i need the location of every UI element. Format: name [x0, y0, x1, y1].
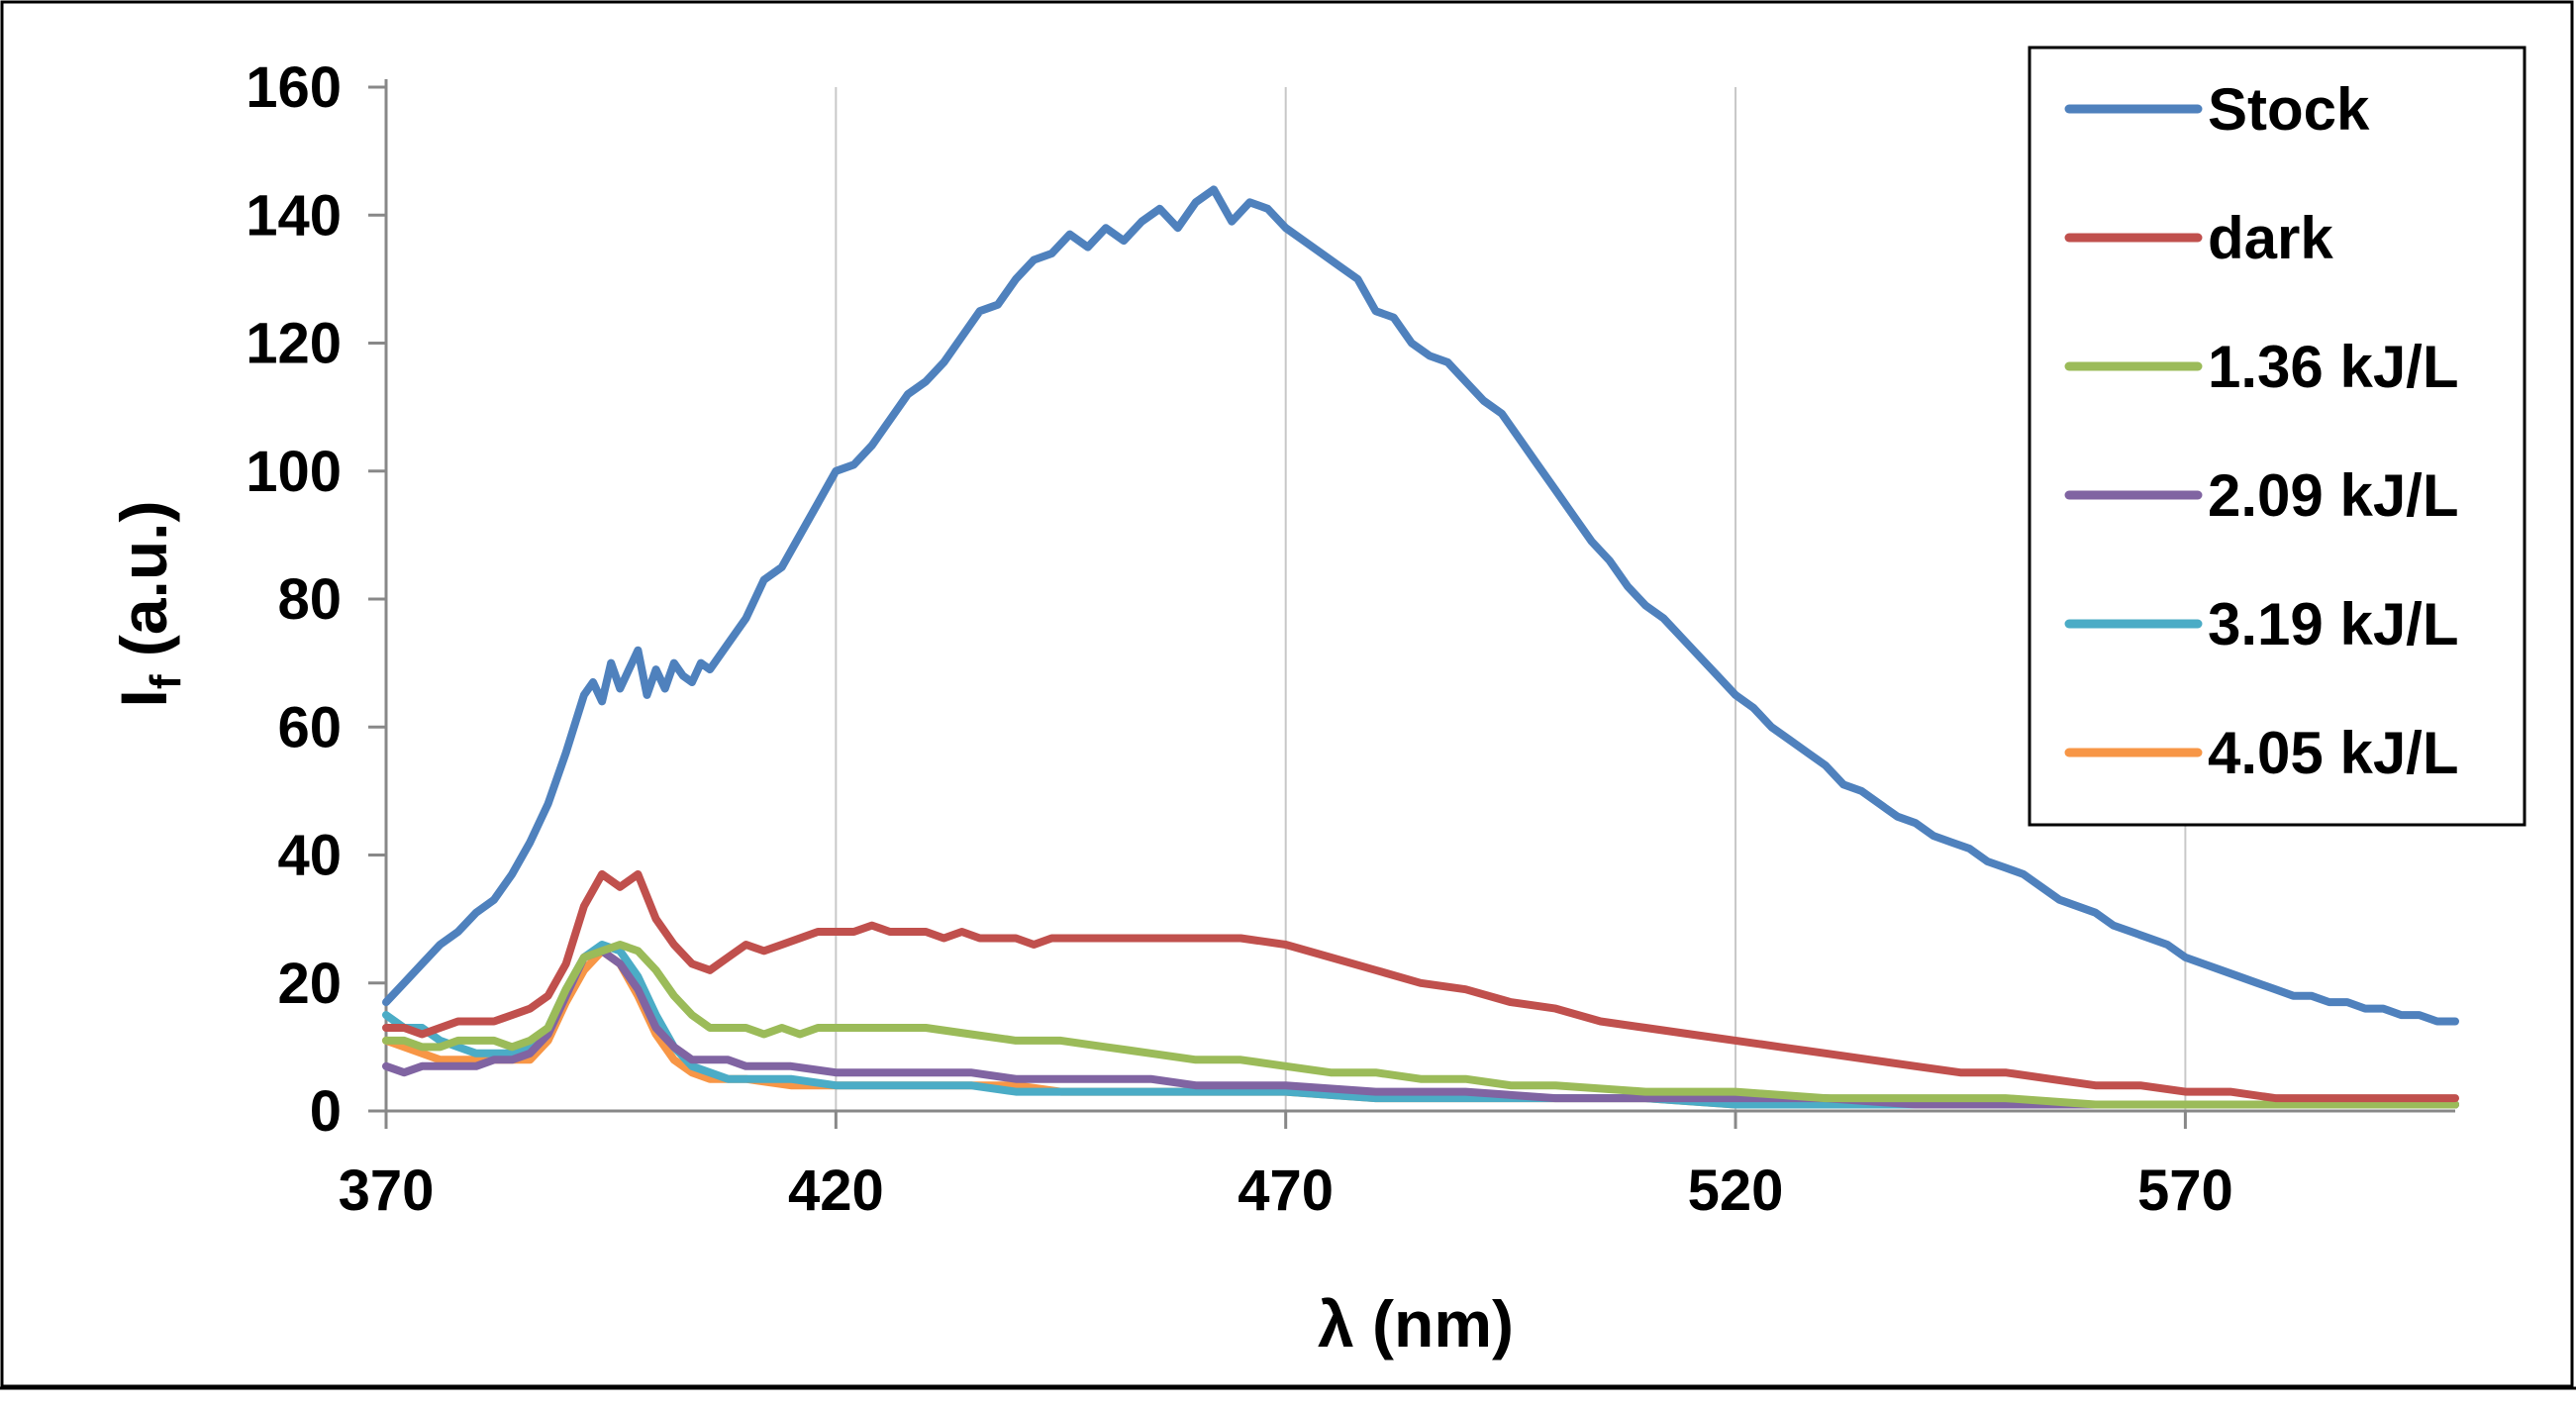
y-tick-label: 100	[246, 440, 342, 504]
series-line-3-19-kj-l	[382, 941, 2459, 1109]
tick-labels: 0 20 40 60 80 100 120 140 160 370 420 470 520 570	[246, 55, 2233, 1223]
x-tick-label: 570	[2137, 1158, 2233, 1223]
y-axis-title-main: I	[107, 689, 180, 707]
y-tick-label: 40	[277, 824, 342, 888]
y-tick-label: 140	[246, 183, 342, 248]
x-tick-label: 520	[1688, 1158, 1784, 1223]
y-tick-label: 60	[277, 695, 342, 759]
legend-label: dark	[2208, 205, 2333, 271]
y-axis-title-suffix: (a.u.)	[107, 501, 180, 675]
y-tick-label: 80	[277, 567, 342, 632]
y-axis-title-subscript: f	[142, 674, 190, 689]
legend-label: Stock	[2208, 76, 2370, 143]
y-tick-label: 20	[277, 952, 342, 1016]
legend-label: 2.09 kJ/L	[2208, 462, 2459, 529]
y-tick-label: 0	[310, 1079, 342, 1144]
series-line-dark	[382, 869, 2459, 1103]
series-line-1-36-kj-l	[382, 941, 2459, 1109]
series-lines	[382, 185, 2459, 1109]
y-axis-title: If (a.u.)	[107, 501, 190, 708]
x-tick-label: 420	[788, 1158, 884, 1223]
x-tick-label: 370	[339, 1158, 435, 1223]
legend-label: 4.05 kJ/L	[2208, 720, 2459, 786]
y-tick-label: 120	[246, 312, 342, 376]
x-axis-title: λ (nm)	[1318, 1287, 1514, 1360]
legend-box	[2028, 46, 2526, 827]
axes	[368, 79, 2455, 1129]
x-tick-label: 470	[1238, 1158, 1334, 1223]
legend-label: 3.19 kJ/L	[2208, 591, 2459, 657]
legend-label: 1.36 kJ/L	[2208, 334, 2459, 400]
y-tick-label: 160	[246, 55, 342, 120]
legend: Stock dark 1.36 kJ/L 2.09 kJ/L 3.19 kJ/L 4.05…	[2028, 46, 2526, 827]
series-line-stock	[382, 185, 2459, 1026]
